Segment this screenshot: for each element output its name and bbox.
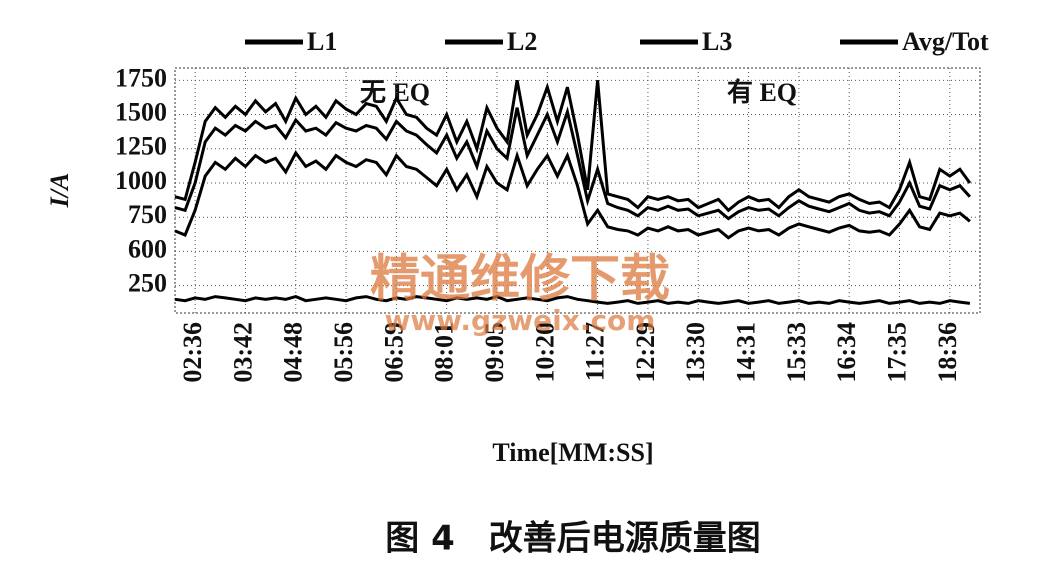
x-tick-label: 02:36 bbox=[178, 322, 207, 383]
y-tick-label: 1000 bbox=[115, 166, 167, 195]
annotation: 有 EQ bbox=[727, 78, 797, 107]
legend-label: L2 bbox=[507, 27, 537, 56]
x-tick-label: 17:35 bbox=[882, 322, 911, 383]
watermark: 精通维修下载 bbox=[370, 250, 670, 308]
x-tick-label: 06:59 bbox=[379, 322, 408, 383]
watermark: www.gzweix.com bbox=[385, 304, 656, 337]
y-tick-label: 1750 bbox=[115, 63, 167, 92]
plot-frame bbox=[174, 67, 981, 314]
x-tick-label: 05:56 bbox=[329, 322, 358, 383]
legend-label: L3 bbox=[702, 27, 732, 56]
x-tick-label: 04:48 bbox=[279, 322, 308, 383]
x-axis-label: Time[MM:SS] bbox=[492, 438, 653, 467]
y-tick-label: 1250 bbox=[115, 132, 167, 161]
x-tick-label: 13:30 bbox=[681, 322, 710, 383]
x-tick-label: 14:31 bbox=[732, 322, 761, 383]
series-line bbox=[174, 150, 971, 240]
x-tick-label: 03:42 bbox=[228, 322, 257, 383]
x-tick-label: 12:29 bbox=[631, 322, 660, 383]
y-tick-label: 750 bbox=[128, 200, 167, 229]
x-tick-label: 11:27 bbox=[581, 322, 610, 381]
y-tick-label: 1500 bbox=[115, 98, 167, 127]
series-line bbox=[174, 295, 971, 305]
x-tick-label: 15:33 bbox=[782, 322, 811, 383]
legend-label: L1 bbox=[307, 27, 337, 56]
x-tick-label: 10:20 bbox=[530, 322, 559, 383]
x-tick-label: 18:36 bbox=[933, 322, 962, 383]
x-tick-label: 08:01 bbox=[430, 322, 459, 383]
caption: 图 4 改善后电源质量图 bbox=[385, 519, 761, 559]
x-tick-label: 16:34 bbox=[832, 322, 861, 383]
y-tick-label: 250 bbox=[128, 269, 167, 298]
y-tick-label: 600 bbox=[128, 234, 167, 263]
series-line bbox=[174, 80, 972, 213]
x-tick-label: 09:05 bbox=[480, 322, 509, 383]
y-axis-label: I/A bbox=[45, 173, 74, 209]
legend-label: Avg/Tot bbox=[902, 27, 989, 56]
series-line bbox=[174, 106, 972, 221]
